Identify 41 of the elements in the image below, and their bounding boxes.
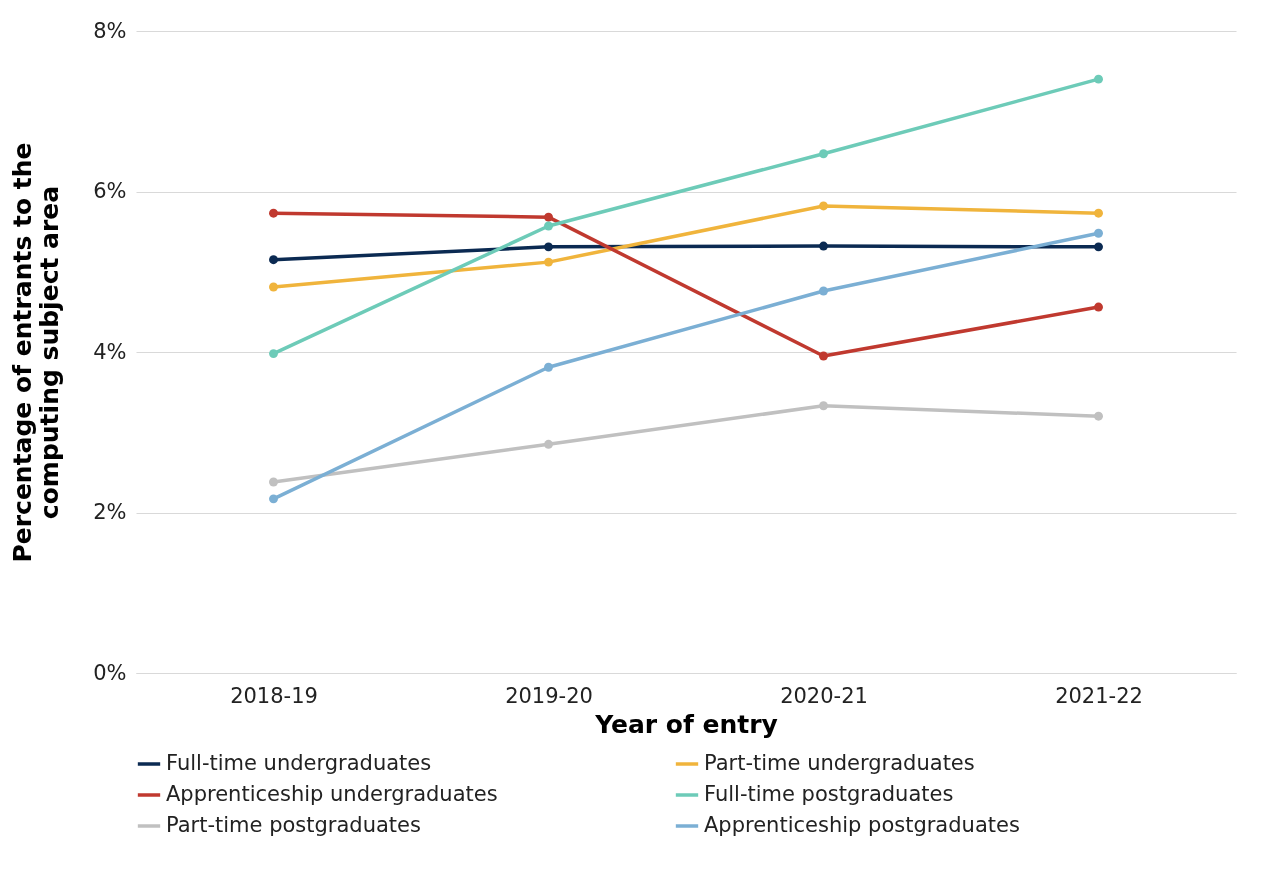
x-tick-label: 2021-22 xyxy=(1055,683,1143,708)
point xyxy=(819,351,828,361)
point xyxy=(544,439,553,449)
point xyxy=(1094,242,1103,252)
point xyxy=(1094,411,1103,421)
y-tick-label: 8% xyxy=(93,18,127,43)
y-tick-label: 6% xyxy=(93,179,127,203)
x-tick-label: 2020-21 xyxy=(780,683,868,708)
legend-label: Apprenticeship undergraduates xyxy=(166,782,498,806)
point xyxy=(269,494,278,504)
point xyxy=(544,221,553,231)
legend-label: Full-time postgraduates xyxy=(704,782,954,806)
point xyxy=(269,282,278,292)
point xyxy=(1094,302,1103,312)
point xyxy=(819,401,828,411)
point xyxy=(819,201,828,211)
y-tick-label: 4% xyxy=(93,339,127,364)
x-tick-label: 2018-19 xyxy=(230,683,318,708)
x-axis-title: Year of entry xyxy=(594,709,778,739)
y-axis-title: Percentage of entrants to the computing subject area xyxy=(8,142,65,563)
y-tick-label: 2% xyxy=(93,500,127,524)
x-tick-label: 2019-20 xyxy=(505,683,593,708)
point xyxy=(544,242,553,252)
point xyxy=(819,241,828,251)
point xyxy=(819,149,828,159)
point xyxy=(544,362,553,372)
point xyxy=(544,212,553,222)
point xyxy=(1094,74,1103,84)
point xyxy=(1094,208,1103,218)
legend-label: Full-time undergraduates xyxy=(166,751,432,775)
legend-label: Part-time postgraduates xyxy=(166,813,421,837)
point xyxy=(269,477,278,487)
point xyxy=(544,257,553,267)
point xyxy=(819,286,828,296)
y-tick-label: 0% xyxy=(93,660,127,685)
point xyxy=(269,349,278,359)
point xyxy=(269,208,278,218)
legend-label: Apprenticeship postgraduates xyxy=(704,813,1020,837)
point xyxy=(269,255,278,265)
point xyxy=(1094,228,1103,238)
legend-label: Part-time undergraduates xyxy=(704,751,975,775)
